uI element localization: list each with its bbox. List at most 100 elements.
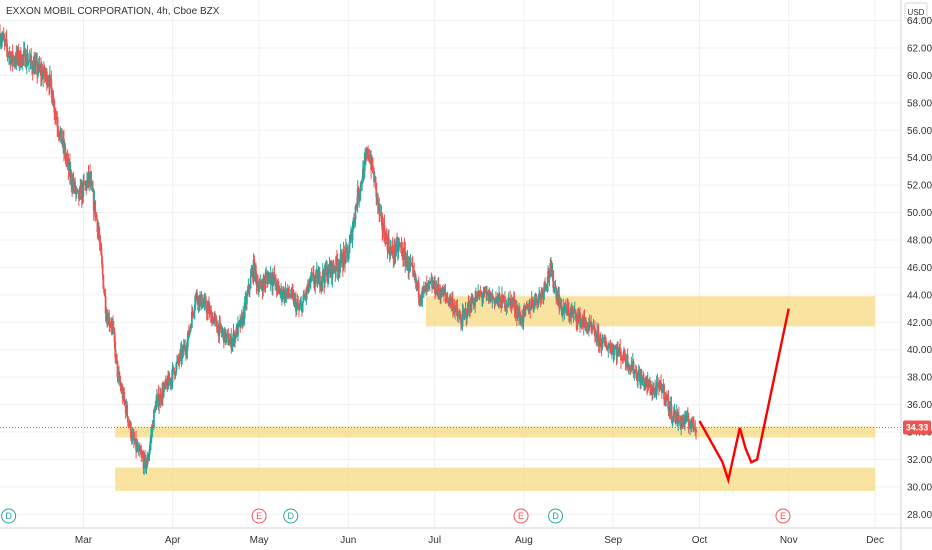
candle-body bbox=[547, 271, 549, 284]
candle-body bbox=[399, 244, 402, 246]
candle-body bbox=[687, 420, 690, 425]
candle-body bbox=[173, 367, 175, 372]
candle-body bbox=[213, 316, 216, 320]
candle-body bbox=[86, 179, 88, 189]
candle-body bbox=[65, 158, 68, 160]
candle-body bbox=[460, 320, 462, 325]
projection-path[interactable] bbox=[698, 308, 790, 485]
candle-body bbox=[692, 423, 695, 430]
currency-box[interactable] bbox=[904, 2, 928, 20]
candle-body bbox=[686, 414, 689, 421]
candle-body bbox=[524, 305, 527, 310]
candle-body bbox=[461, 311, 464, 327]
candle-body bbox=[426, 284, 429, 287]
earnings-event-marker[interactable]: E bbox=[513, 508, 529, 524]
candle-body bbox=[570, 310, 573, 318]
candle-body bbox=[64, 147, 67, 159]
grid bbox=[0, 0, 901, 528]
x-tick-label: Apr bbox=[165, 535, 181, 546]
candle-body bbox=[492, 295, 494, 299]
candles bbox=[0, 24, 697, 475]
candle-body bbox=[139, 451, 142, 454]
x-tick-label: Oct bbox=[692, 535, 708, 546]
candle-body bbox=[37, 72, 39, 75]
candle-body bbox=[264, 276, 267, 284]
candle-body bbox=[462, 311, 465, 313]
candle-body bbox=[100, 254, 103, 264]
candle-body bbox=[234, 333, 236, 343]
candle-body bbox=[0, 41, 2, 44]
candle-body bbox=[538, 293, 541, 295]
candle-body bbox=[559, 303, 561, 309]
candle-body bbox=[650, 393, 653, 394]
candle-body bbox=[473, 305, 476, 307]
candle-body bbox=[46, 82, 49, 86]
candle-body bbox=[165, 379, 168, 384]
candle-body bbox=[364, 155, 367, 158]
drawings[interactable] bbox=[698, 308, 790, 485]
candle-body bbox=[248, 285, 251, 290]
candle-body bbox=[21, 55, 24, 66]
price-zone[interactable] bbox=[115, 426, 876, 438]
candle-body bbox=[654, 387, 657, 391]
candle-body bbox=[273, 274, 276, 282]
candle-body bbox=[429, 281, 432, 283]
dividend-event-marker[interactable]: D bbox=[548, 508, 564, 524]
candle-body bbox=[368, 156, 371, 162]
candle-body bbox=[395, 241, 398, 253]
candle-body bbox=[624, 359, 627, 363]
candle-body bbox=[305, 288, 308, 297]
candle-body bbox=[314, 278, 317, 285]
candle-body bbox=[652, 390, 655, 394]
candle-body bbox=[335, 256, 338, 272]
earnings-event-marker[interactable]: E bbox=[775, 508, 791, 524]
candle-body bbox=[406, 256, 409, 271]
price-axis[interactable]: USD 28.0030.0032.0034.0036.0038.0040.004… bbox=[900, 0, 932, 550]
candle-body bbox=[204, 298, 207, 300]
candle-body bbox=[112, 327, 115, 332]
candle-body bbox=[614, 348, 617, 350]
candle-body bbox=[542, 291, 545, 298]
candle-body bbox=[483, 289, 486, 291]
candle-body bbox=[181, 350, 184, 359]
candle-body bbox=[98, 229, 100, 237]
candle-body bbox=[412, 267, 415, 272]
dividend-event-marker[interactable]: D bbox=[1, 508, 17, 524]
candle-body bbox=[103, 288, 106, 293]
candle-body bbox=[498, 293, 501, 299]
candle-body bbox=[53, 100, 56, 113]
time-axis[interactable]: Mar Apr May Jun Jul Aug Sep Oct Nov Dec bbox=[0, 527, 932, 546]
earnings-event-marker[interactable]: E bbox=[251, 508, 267, 524]
candle-body bbox=[342, 251, 345, 268]
dividend-event-marker[interactable]: D bbox=[283, 508, 299, 524]
candle-body bbox=[13, 58, 16, 63]
candle-body bbox=[266, 275, 268, 278]
candle-body bbox=[215, 318, 218, 327]
candle-body bbox=[619, 347, 622, 352]
candle-body bbox=[402, 247, 405, 260]
candle-body bbox=[358, 194, 361, 199]
candle-body bbox=[633, 373, 636, 375]
candle-body bbox=[592, 327, 595, 330]
candle-body bbox=[82, 180, 85, 197]
price-zone[interactable] bbox=[115, 467, 876, 491]
candle-body bbox=[331, 262, 334, 278]
candle-body bbox=[351, 229, 354, 241]
candle-body bbox=[327, 276, 329, 282]
candle-body bbox=[338, 263, 341, 270]
candle-body bbox=[221, 331, 224, 333]
candle-body bbox=[66, 159, 68, 161]
candle-body bbox=[597, 332, 600, 346]
candle-body bbox=[290, 289, 293, 296]
candle-body bbox=[17, 50, 20, 63]
candle-body bbox=[167, 375, 170, 382]
candle-body bbox=[160, 400, 163, 402]
candle-body bbox=[297, 303, 300, 308]
candle-body bbox=[5, 39, 8, 48]
candle-body bbox=[674, 410, 677, 423]
candle-body bbox=[481, 297, 484, 299]
candle-body bbox=[150, 431, 153, 435]
candle-body bbox=[187, 330, 190, 341]
